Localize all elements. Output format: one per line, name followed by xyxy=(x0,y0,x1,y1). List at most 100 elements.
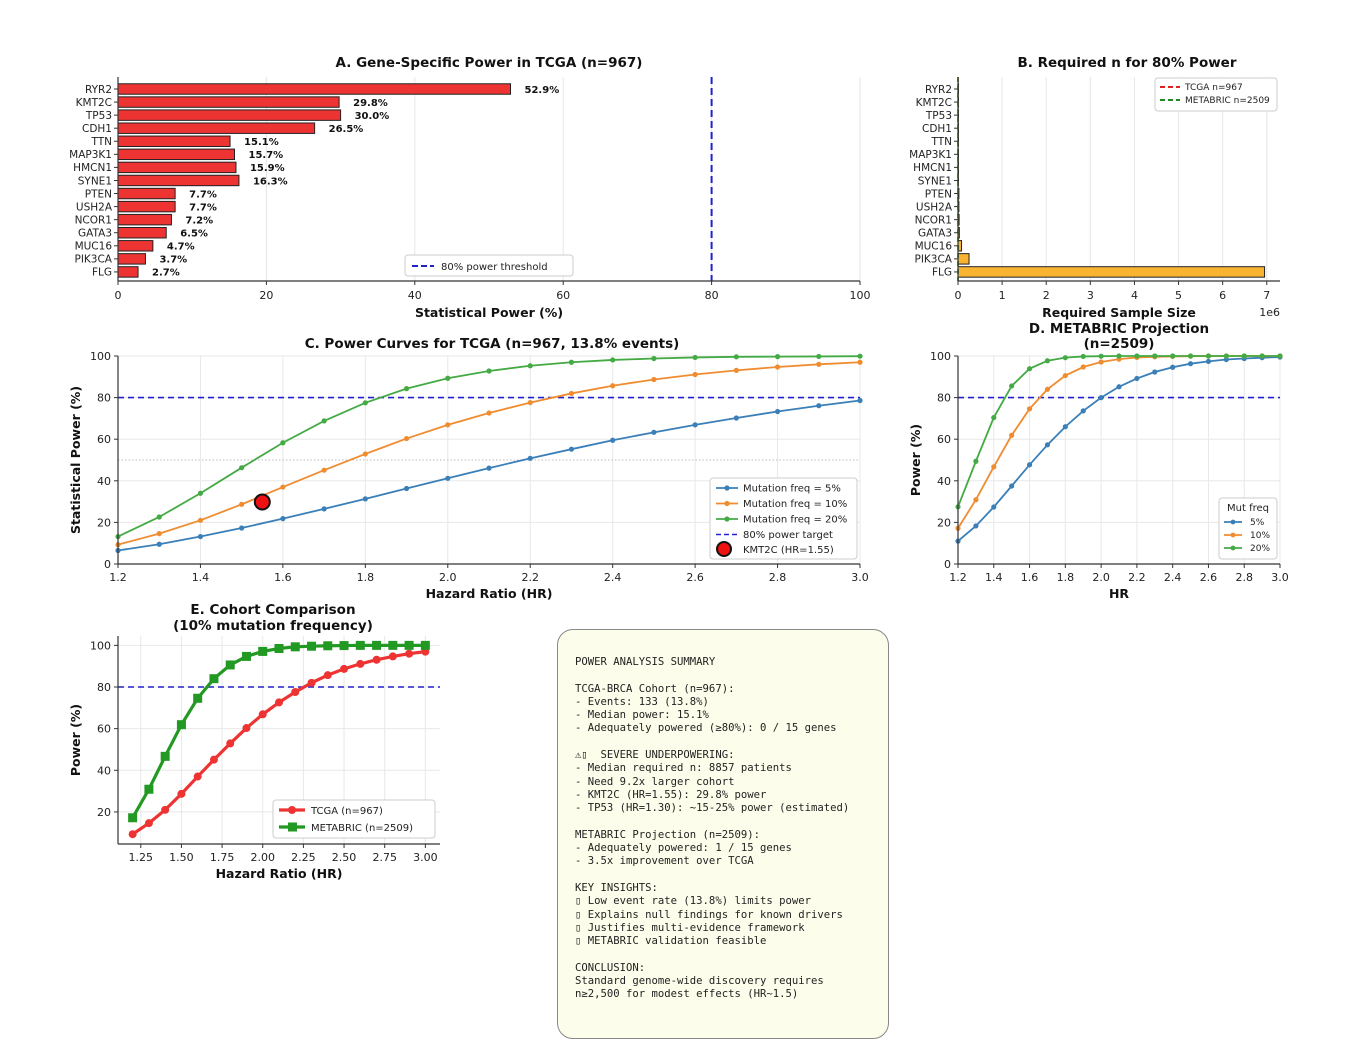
data-point xyxy=(991,504,997,510)
data-point xyxy=(372,655,381,664)
y-tick-label: 0 xyxy=(944,558,951,571)
y-tick-label: GATA3 xyxy=(918,228,952,240)
y-tick-label: FLG xyxy=(92,267,112,279)
x-tick-label: 1.6 xyxy=(1021,571,1039,584)
x-tick-label: 2.4 xyxy=(604,571,622,584)
panel-e-cohort-comparison: 1.25 1.50 1.75 2.00 2.25 2.50 2.75 3.00 20 40 60 80… xyxy=(68,602,440,881)
y-tick-label: 100 xyxy=(90,350,111,363)
x-axis-label: Hazard Ratio (HR) xyxy=(216,866,343,881)
data-point xyxy=(1080,364,1086,370)
y-tick-label: KMT2C xyxy=(916,97,952,109)
data-point xyxy=(486,368,492,374)
y-tick-label: CDH1 xyxy=(922,123,952,135)
data-point xyxy=(355,640,365,650)
legend-entry: Mutation freq = 10% xyxy=(743,499,847,510)
y-tick-label: USH2A xyxy=(916,201,953,213)
x-tick-label: 2 xyxy=(1043,289,1050,302)
data-point xyxy=(290,642,300,652)
legend-swatch-marker xyxy=(288,806,296,814)
y-tick-label: RYR2 xyxy=(925,84,952,96)
data-point xyxy=(1080,408,1086,414)
series-line xyxy=(957,355,1280,508)
x-tick-label: 2.8 xyxy=(1235,571,1253,584)
panel-e-title-line2: (10% mutation frequency) xyxy=(173,618,373,634)
data-point xyxy=(339,641,349,651)
legend-entry: TCGA n=967 xyxy=(1184,83,1243,93)
data-point xyxy=(405,649,414,658)
x-axis-label: Required Sample Size xyxy=(1042,305,1196,320)
data-point xyxy=(1009,383,1015,389)
series-mutation-freq-5- xyxy=(115,397,863,554)
data-point xyxy=(1170,364,1176,370)
data-point xyxy=(991,464,997,470)
y-tick-label: 60 xyxy=(97,433,111,446)
legend-entry: 80% power threshold xyxy=(441,262,548,273)
summary-text: POWER ANALYSIS SUMMARY TCGA-BRCA Cohort … xyxy=(575,656,850,1001)
x-tick-label: 100 xyxy=(850,289,871,302)
y-tick-label: 0 xyxy=(104,558,111,571)
x-tick-label: 3.00 xyxy=(413,851,438,864)
panel-b-required-n: 0 1 2 3 4 5 6 7 RYR2KMT2CTP53CDH1TTNMAP3K1HMCN1S… xyxy=(909,55,1280,320)
data-point xyxy=(193,772,202,781)
data-point xyxy=(193,693,203,703)
data-point xyxy=(651,376,657,383)
x-tick-label: 0 xyxy=(115,289,122,302)
data-point xyxy=(388,652,397,661)
kmt2c-highlight-point xyxy=(253,493,271,511)
data-point xyxy=(1116,384,1122,390)
legend-swatch-marker xyxy=(724,516,730,522)
data-point xyxy=(774,354,781,360)
panel-d-metabric-projection: 1.2 1.4 1.6 1.8 2.0 2.2 2.4 2.6 2.8 3.0 0 20 40 60 80 1… xyxy=(908,321,1289,601)
data-point xyxy=(1152,353,1158,359)
legend-frame xyxy=(1154,77,1278,112)
data-point xyxy=(1026,366,1033,372)
x-axis-label: Hazard Ratio (HR) xyxy=(426,586,553,601)
data-point xyxy=(321,418,327,424)
y-tick-label: 20 xyxy=(97,516,111,529)
x-tick-label: 1.75 xyxy=(210,851,235,864)
x-axis-label: Statistical Power (%) xyxy=(415,305,563,320)
data-point xyxy=(197,517,204,523)
bar-tp53 xyxy=(117,109,342,121)
data-point xyxy=(280,516,286,522)
data-point xyxy=(275,698,283,707)
data-point xyxy=(197,490,204,496)
x-scale-offset: 1e6 xyxy=(1259,306,1280,319)
bar-pten xyxy=(117,187,176,200)
legend: Mutation freq = 5% Mutation freq = 10% Mut… xyxy=(709,477,858,560)
bar-value-label: 3.7% xyxy=(159,255,187,266)
data-point xyxy=(1187,361,1194,367)
legend: TCGA (n=967) METABRIC (n=2509) xyxy=(272,799,436,839)
x-tick-label: 1.50 xyxy=(169,851,194,864)
data-point xyxy=(274,643,284,653)
x-tick-label: 2.6 xyxy=(686,571,704,584)
bar-ryr2 xyxy=(117,83,512,95)
y-tick-label: 40 xyxy=(97,475,111,488)
x-tick-label: 2.75 xyxy=(372,851,397,864)
data-point xyxy=(176,720,186,730)
bar-ncor1 xyxy=(117,213,172,226)
series-metabric-n-2509- xyxy=(128,640,430,823)
data-point xyxy=(1062,355,1068,361)
legend-swatch-marker xyxy=(1230,545,1236,551)
power-analysis-summary-box: POWER ANALYSIS SUMMARY TCGA-BRCA Cohort … xyxy=(557,629,889,1039)
y-tick-label: TP53 xyxy=(925,110,952,122)
bar-value-label: 16.3% xyxy=(253,176,288,187)
legend-entry: 20% xyxy=(1250,544,1270,554)
bar-value-label: 26.5% xyxy=(329,124,364,135)
x-tick-label: 5 xyxy=(1175,289,1182,302)
data-point xyxy=(280,484,286,490)
data-point xyxy=(280,440,286,446)
x-tick-label: 1.2 xyxy=(109,571,127,584)
legend-entry: TCGA (n=967) xyxy=(310,806,383,817)
panel-a-gene-power: 0 20 40 60 80 100 RYR2 52.9% KMT2C 29.8% TP53 30.0%… xyxy=(69,55,870,320)
data-point xyxy=(610,383,616,389)
data-point xyxy=(307,641,317,651)
data-point xyxy=(857,397,863,404)
data-point xyxy=(209,674,219,684)
legend-entry: KMT2C (HR=1.55) xyxy=(743,545,834,556)
y-tick-label: 60 xyxy=(97,723,111,736)
y-tick-label: 80 xyxy=(937,392,951,405)
x-tick-label: 2.0 xyxy=(1092,571,1110,584)
legend-swatch-marker xyxy=(724,500,730,507)
